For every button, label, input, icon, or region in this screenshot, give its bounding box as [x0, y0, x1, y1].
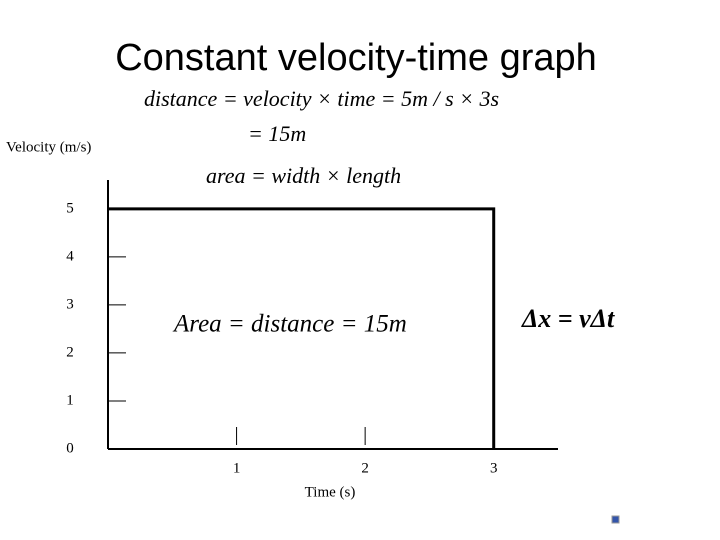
chart-title: Constant velocity-time graph	[115, 37, 597, 79]
y-axis-label: Velocity (m/s)	[6, 139, 91, 155]
y-tick-label: 5	[66, 200, 74, 216]
y-tick-label: 1	[66, 392, 74, 408]
x-tick-label: 3	[490, 460, 498, 476]
annotation: = 15m	[248, 121, 306, 146]
y-tick-label: 0	[66, 440, 74, 456]
y-tick-label: 4	[66, 248, 74, 264]
x-axis-label: Time (s)	[305, 484, 356, 500]
line	[108, 207, 496, 449]
annotation: area = width × length	[206, 163, 401, 188]
x-tick-label: 2	[361, 460, 369, 476]
y-tick-label: 3	[66, 296, 74, 312]
icon	[611, 515, 620, 524]
annotation: distance = velocity × time = 5m / s × 3s	[144, 86, 499, 111]
x-tick-label: 1	[233, 460, 241, 476]
annotation: Δx = vΔt	[521, 304, 615, 333]
y-tick-label: 2	[66, 344, 74, 360]
annotation: Area = distance = 15m	[172, 311, 407, 338]
